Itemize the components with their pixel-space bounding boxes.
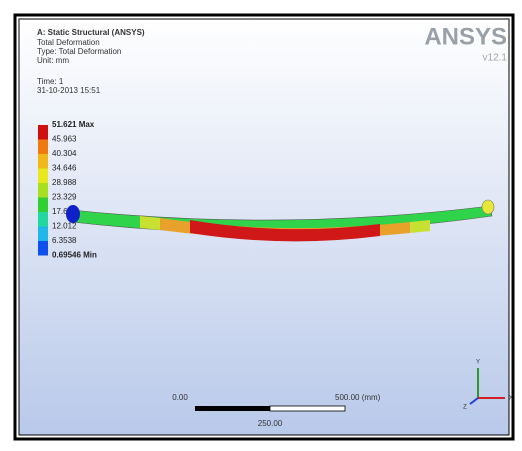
- scale-middle: 250.00: [258, 419, 283, 428]
- legend-swatch: [38, 198, 48, 213]
- legend-label: 34.646: [52, 164, 77, 173]
- header-line: Type: Total Deformation: [37, 47, 121, 56]
- legend-swatch: [38, 227, 48, 242]
- scale-bar-dark: [195, 406, 270, 411]
- header-line: Unit: mm: [37, 56, 69, 65]
- analysis-title: A: Static Structural (ANSYS): [37, 28, 145, 37]
- legend-swatch: [38, 183, 48, 198]
- legend-swatch: [38, 154, 48, 169]
- triad-label: X: [509, 396, 513, 402]
- header-line: 31-10-2013 15:51: [37, 86, 101, 95]
- header-line: Time: 1: [37, 77, 64, 86]
- legend-label: 51.621 Max: [52, 120, 95, 129]
- screenshot: A: Static Structural (ANSYS) Total Defor…: [0, 0, 522, 446]
- scale-bar-light: [270, 406, 345, 411]
- ansys-logo: ANSYS: [424, 23, 507, 50]
- legend-swatch: [38, 169, 48, 184]
- legend-label: 28.988: [52, 178, 77, 187]
- legend-swatch: [38, 125, 48, 140]
- legend-swatch: [38, 212, 48, 227]
- legend-swatch: [38, 140, 48, 155]
- legend-label: 0.69546 Min: [52, 251, 97, 260]
- scale-end: 500.00 (mm): [335, 393, 381, 402]
- triad-label: Z: [463, 405, 467, 411]
- legend-swatch: [38, 241, 48, 256]
- version: v12.1: [483, 53, 508, 64]
- scale-start: 0.00: [172, 393, 188, 402]
- legend-label: 45.963: [52, 135, 77, 144]
- legend-label: 6.3538: [52, 236, 77, 245]
- triad-label: Y: [476, 360, 480, 366]
- legend-label: 40.304: [52, 149, 77, 158]
- legend-label: 23.329: [52, 193, 77, 202]
- header-line: Total Deformation: [37, 38, 100, 47]
